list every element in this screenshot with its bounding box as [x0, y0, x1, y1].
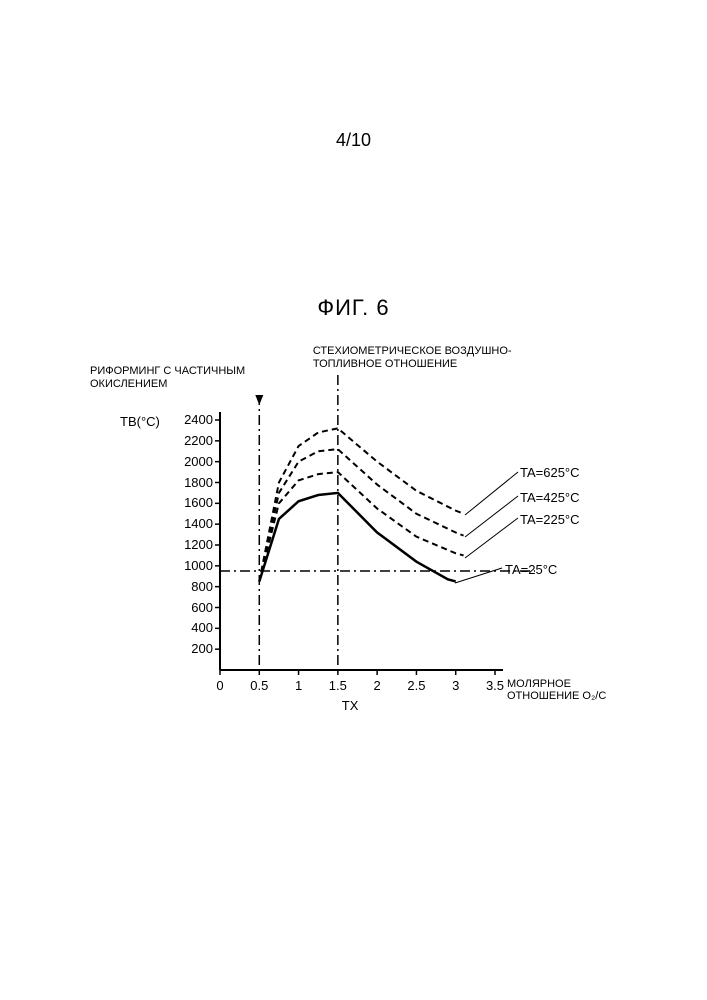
- y-tick-label: 400: [168, 620, 213, 635]
- y-axis-label: TB(°C): [120, 414, 160, 429]
- x-tick-label: 0.5: [244, 678, 274, 693]
- figure-title: ФИГ. 6: [0, 295, 707, 321]
- series-label: TA=425°C: [520, 490, 580, 505]
- page-number: 4/10: [0, 130, 707, 151]
- annotation-partial-oxidation: РИФОРМИНГ С ЧАСТИЧНЫМ ОКИСЛЕНИЕМ: [90, 365, 245, 391]
- x-tick-label: 1: [284, 678, 314, 693]
- y-tick-label: 1000: [168, 558, 213, 573]
- tx-label: TX: [342, 698, 359, 713]
- annotation-stoichiometric: СТЕХИОМЕТРИЧЕСКОЕ ВОЗДУШНО- ТОПЛИВНОЕ ОТ…: [313, 345, 512, 371]
- y-tick-label: 1800: [168, 475, 213, 490]
- y-tick-label: 1600: [168, 495, 213, 510]
- y-tick-label: 200: [168, 641, 213, 656]
- x-tick-label: 2: [362, 678, 392, 693]
- y-tick-label: 2400: [168, 412, 213, 427]
- x-axis-label: МОЛЯРНОЕ ОТНОШЕНИЕ O₂/C: [507, 678, 630, 702]
- y-tick-label: 1400: [168, 516, 213, 531]
- y-tick-label: 2000: [168, 454, 213, 469]
- x-tick-label: 3: [441, 678, 471, 693]
- series-label: TA=225°C: [520, 512, 580, 527]
- y-tick-label: 1200: [168, 537, 213, 552]
- y-tick-label: 600: [168, 600, 213, 615]
- x-tick-label: 3.5: [480, 678, 510, 693]
- series-label: TA=625°C: [520, 465, 580, 480]
- x-tick-label: 1.5: [323, 678, 353, 693]
- page: 4/10 ФИГ. 6 СТЕХИОМЕТРИЧЕСКОЕ ВОЗДУШНО- …: [0, 0, 707, 1000]
- chart: СТЕХИОМЕТРИЧЕСКОЕ ВОЗДУШНО- ТОПЛИВНОЕ ОТ…: [90, 340, 630, 720]
- x-tick-label: 0: [205, 678, 235, 693]
- y-tick-label: 2200: [168, 433, 213, 448]
- series-label: TA=25°C: [505, 562, 557, 577]
- y-tick-label: 800: [168, 579, 213, 594]
- x-tick-label: 2.5: [401, 678, 431, 693]
